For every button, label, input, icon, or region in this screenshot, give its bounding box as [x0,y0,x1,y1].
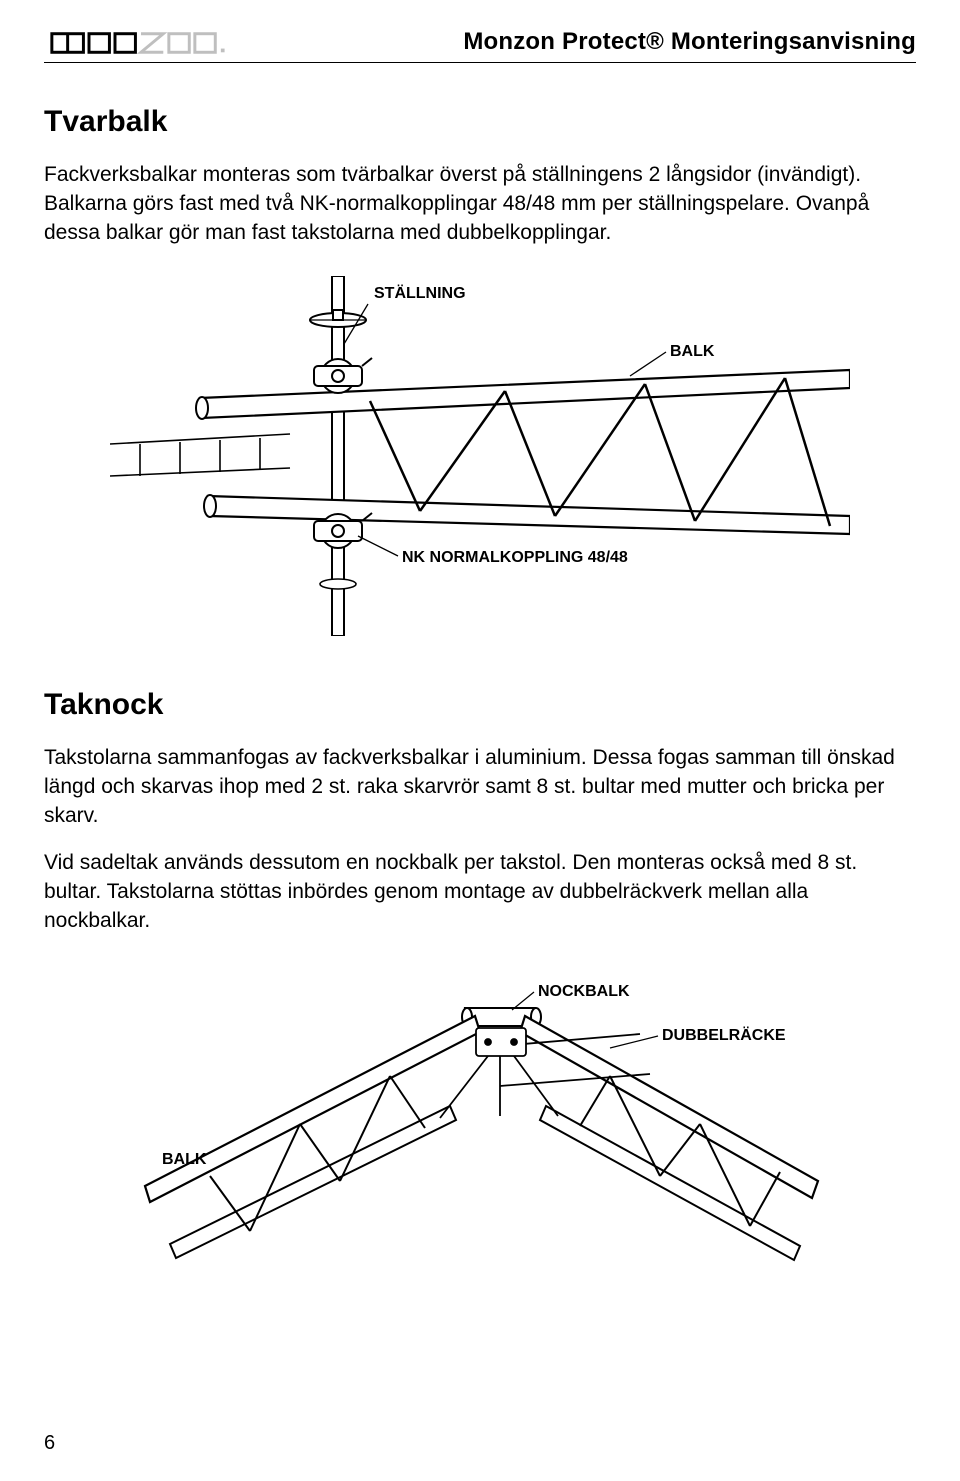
taknock-paragraph-2: Vid sadeltak används dessutom en nockbal… [44,849,916,936]
figure-taknock: NOCKBALK DUBBELRÄCKE BALK [44,976,916,1266]
figure-tvarbalk: STÄLLNING BALK NK NORMALKOPPLING 48/48 [44,276,916,636]
fig1-label-koppling: NK NORMALKOPPLING 48/48 [402,549,628,566]
fig2-label-nockbalk: NOCKBALK [538,983,630,1000]
page-number: 6 [44,1432,55,1455]
tvarbalk-paragraph: Fackverksbalkar monteras som tvärbalkar … [44,161,916,248]
fig2-label-balk: BALK [162,1151,207,1168]
fig2-label-dubbelracke: DUBBELRÄCKE [662,1026,786,1044]
doc-title: Monzon Protect® Monteringsanvisning [463,28,916,56]
section-title-taknock: Taknock [44,688,916,722]
fig1-label-stallning: STÄLLNING [374,284,466,302]
page-header: Monzon Protect® Monteringsanvisning [44,28,916,63]
taknock-paragraph-1: Takstolarna sammanfogas av fackverksbalk… [44,744,916,831]
section-title-tvarbalk: Tvarbalk [44,105,916,139]
brand-logo [44,30,264,56]
fig1-label-balk: BALK [670,343,715,360]
